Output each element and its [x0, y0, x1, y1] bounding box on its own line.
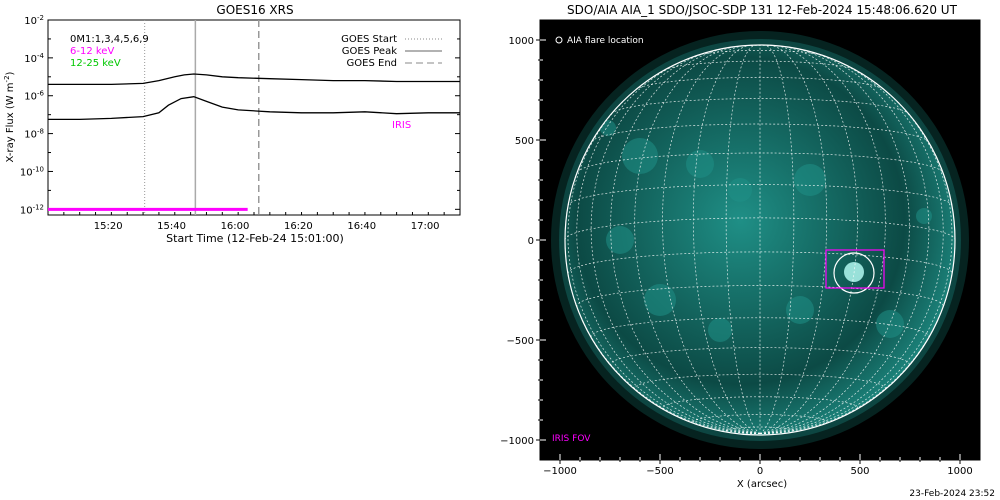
grid-line: [725, 426, 795, 434]
grid-line: [576, 54, 761, 435]
grid-line: [610, 347, 910, 366]
grid-line: [759, 44, 828, 435]
grid-line: [759, 54, 944, 435]
flare-location-circle: [833, 252, 875, 294]
aia-legend-text: AIA flare location: [567, 36, 644, 46]
legend-channels: 0M1:1,3,4,5,6,9: [70, 34, 149, 45]
legend-12-25kev: 12-25 keV: [70, 58, 121, 69]
goes-y-ticks: 10-2 10-4 10-6 10-8 10-10 10-12: [20, 14, 460, 216]
goes-legend-left: 0M1:1,3,4,5,6,9 6-12 keV 12-25 keV: [70, 34, 149, 69]
active-region: [916, 208, 932, 224]
goes-iris-label: IRIS: [392, 120, 411, 131]
goes-y-tick-label: 10-6: [24, 90, 44, 103]
aia-y-tick-label: −500: [507, 336, 534, 347]
active-region: [794, 164, 826, 196]
grid-line: [576, 285, 944, 308]
goes-title: GOES16 XRS: [216, 3, 293, 17]
grid-line: [725, 44, 761, 434]
goes-event-lines: [144, 20, 260, 215]
aia-y-ticks: 1000 500 0 −500 −1000: [500, 36, 546, 447]
aia-y-tick-label: 0: [528, 236, 534, 247]
legend-goes-end: GOES End: [347, 58, 397, 69]
active-region: [644, 284, 676, 316]
grid-line: [760, 239, 956, 435]
legend-6-12kev: 6-12 keV: [70, 46, 114, 57]
active-region: [786, 296, 814, 324]
grid-line: [662, 45, 761, 435]
grid-line: [692, 44, 761, 435]
grid-line: [759, 45, 886, 435]
footer-timestamp: 23-Feb-2024 23:52: [909, 489, 995, 499]
aia-x-tick-label: 0: [757, 466, 763, 477]
aia-x-axis-label: X (arcsec): [737, 479, 787, 490]
aia-solar-disk: [551, 31, 969, 449]
grid-line: [759, 48, 930, 435]
grid-line: [634, 373, 886, 391]
aia-image-chart: SDO/AIA AIA_1 SDO/JSOC-SDP 131 12-Feb-20…: [500, 3, 981, 490]
aia-title: SDO/AIA AIA_1 SDO/JSOC-SDP 131 12-Feb-20…: [567, 3, 958, 17]
goes-series-short: [48, 96, 460, 121]
active-region: [622, 138, 658, 174]
goes-y-tick-label: 10-10: [20, 165, 44, 178]
aia-x-tick-label: 500: [850, 466, 869, 477]
goes-series-long: [48, 73, 460, 86]
aia-legend: AIA flare location: [555, 36, 644, 46]
aia-x-tick-label: −1000: [543, 466, 577, 477]
goes-y-tick-label: 10-8: [24, 128, 44, 141]
active-region: [876, 310, 904, 338]
iris-fov-box: [825, 249, 885, 289]
goes-y-tick-label: 10-2: [24, 14, 44, 27]
goes-x-tick-label: 17:00: [411, 221, 440, 232]
goes-y-tick-label: 10-12: [20, 203, 44, 216]
goes-y-axis-label: X-ray Flux (W m-2): [3, 71, 16, 162]
goes-y-tick-label: 10-4: [24, 52, 44, 65]
goes-legend-right: GOES Start GOES Peak GOES End: [341, 34, 442, 69]
legend-goes-peak: GOES Peak: [342, 46, 397, 57]
grid-line: [759, 44, 795, 434]
grid-line: [759, 77, 953, 435]
grid-line: [590, 48, 761, 435]
grid-line: [759, 46, 910, 435]
grid-line: [634, 45, 761, 435]
goes-x-tick-label: 16:20: [284, 221, 313, 232]
grid-line: [610, 46, 761, 435]
goes-x-tick-label: 16:40: [347, 221, 376, 232]
sun-coordinate-grid: [564, 44, 956, 435]
solar-limb: [564, 44, 956, 436]
active-region: [708, 318, 732, 342]
goes-series: [48, 73, 460, 121]
grid-line: [692, 414, 828, 425]
goes-x-ticks: 15:20 15:40 16:00 16:20 16:40 17:00: [47, 212, 461, 232]
active-region: [728, 178, 752, 202]
grid-line: [564, 217, 956, 241]
legend-goes-start: GOES Start: [341, 34, 397, 45]
grid-line: [591, 123, 929, 143]
grid-line: [564, 239, 760, 435]
active-region: [606, 226, 634, 254]
aia-y-tick-label: 500: [515, 136, 534, 147]
aia-iris-fov-label: IRIS FOV: [552, 434, 591, 444]
goes-xrs-chart: GOES16 XRS 15:20 15:40 16:00 16:20 16:40 17:0…: [3, 3, 461, 245]
goes-x-tick-label: 15:20: [94, 221, 123, 232]
aia-x-tick-label: −500: [646, 466, 673, 477]
aia-y-tick-label: 1000: [509, 36, 534, 47]
active-region: [686, 150, 714, 178]
grid-line: [567, 77, 761, 435]
flare-legend-icon: [555, 36, 563, 44]
grid-line: [759, 45, 858, 435]
goes-x-tick-label: 15:40: [157, 221, 186, 232]
aia-x-ticks: −1000 −500 0 500 1000: [543, 454, 973, 477]
goes-x-axis-label: Start Time (12-Feb-24 15:01:00): [166, 232, 344, 245]
aia-y-tick-label: −1000: [500, 436, 534, 447]
goes-x-tick-label: 16:00: [221, 221, 250, 232]
grid-line: [590, 317, 930, 338]
aia-x-tick-label: 1000: [947, 466, 972, 477]
